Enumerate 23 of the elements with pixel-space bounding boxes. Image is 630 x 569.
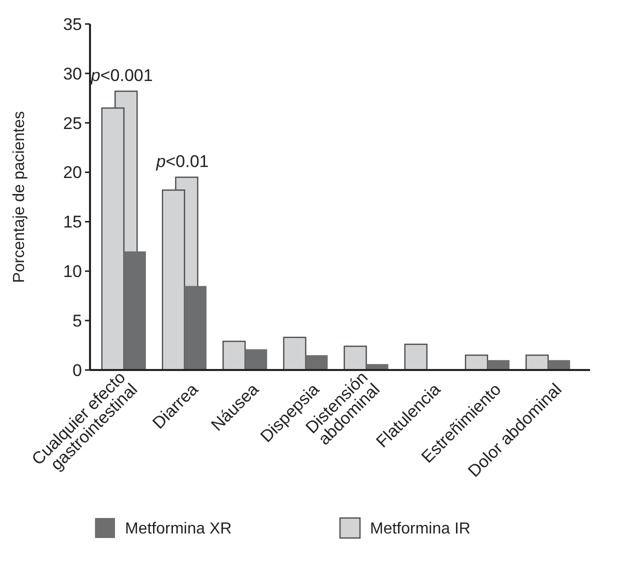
bar xyxy=(404,344,428,371)
bar xyxy=(283,336,306,371)
y-tick-label: 35 xyxy=(63,14,82,34)
bar xyxy=(245,349,268,370)
y-tick-label: 5 xyxy=(72,312,82,331)
annotation: p<0.001 xyxy=(90,66,153,86)
bar xyxy=(124,251,146,370)
legend-label: Metformina XR xyxy=(125,520,232,538)
annotation: p<0.01 xyxy=(155,152,209,172)
y-tick-label: 0 xyxy=(72,360,82,380)
y-tick-label: 30 xyxy=(63,64,82,84)
bar xyxy=(344,346,367,371)
bar xyxy=(222,340,246,371)
bar xyxy=(306,355,328,370)
bar xyxy=(184,286,206,370)
bar xyxy=(488,360,510,370)
bar xyxy=(548,360,570,370)
y-tick-label: 20 xyxy=(63,163,82,182)
y-axis-title: Porcentaje de pacientes xyxy=(11,111,28,283)
y-tick-label: 25 xyxy=(63,114,82,133)
y-tick-label: 15 xyxy=(63,212,82,232)
legend-label: Metformina IR xyxy=(370,520,470,538)
y-tick-label: 10 xyxy=(63,262,82,282)
